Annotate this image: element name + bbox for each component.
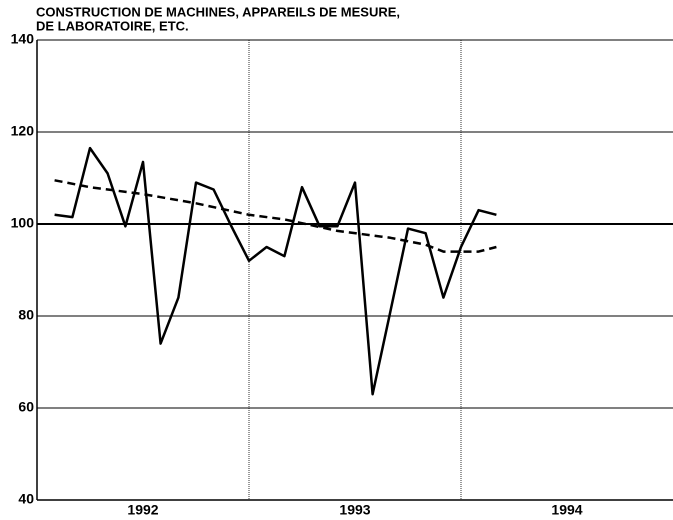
y-tick-label: 60: [18, 399, 34, 415]
x-tick-label: 1994: [551, 502, 582, 518]
x-tick-label: 1992: [127, 502, 158, 518]
series-line: [55, 148, 497, 394]
x-tick-label: 1993: [339, 502, 370, 518]
y-tick-label: 120: [11, 123, 35, 139]
y-tick-label: 80: [18, 307, 34, 323]
chart-title-line: CONSTRUCTION DE MACHINES, APPAREILS DE M…: [36, 4, 400, 19]
y-tick-label: 140: [11, 31, 35, 47]
y-tick-label: 100: [11, 215, 35, 231]
y-tick-label: 40: [18, 491, 34, 507]
chart-title-line: DE LABORATOIRE, ETC.: [36, 18, 189, 33]
chart: CONSTRUCTION DE MACHINES, APPAREILS DE M…: [0, 0, 673, 520]
